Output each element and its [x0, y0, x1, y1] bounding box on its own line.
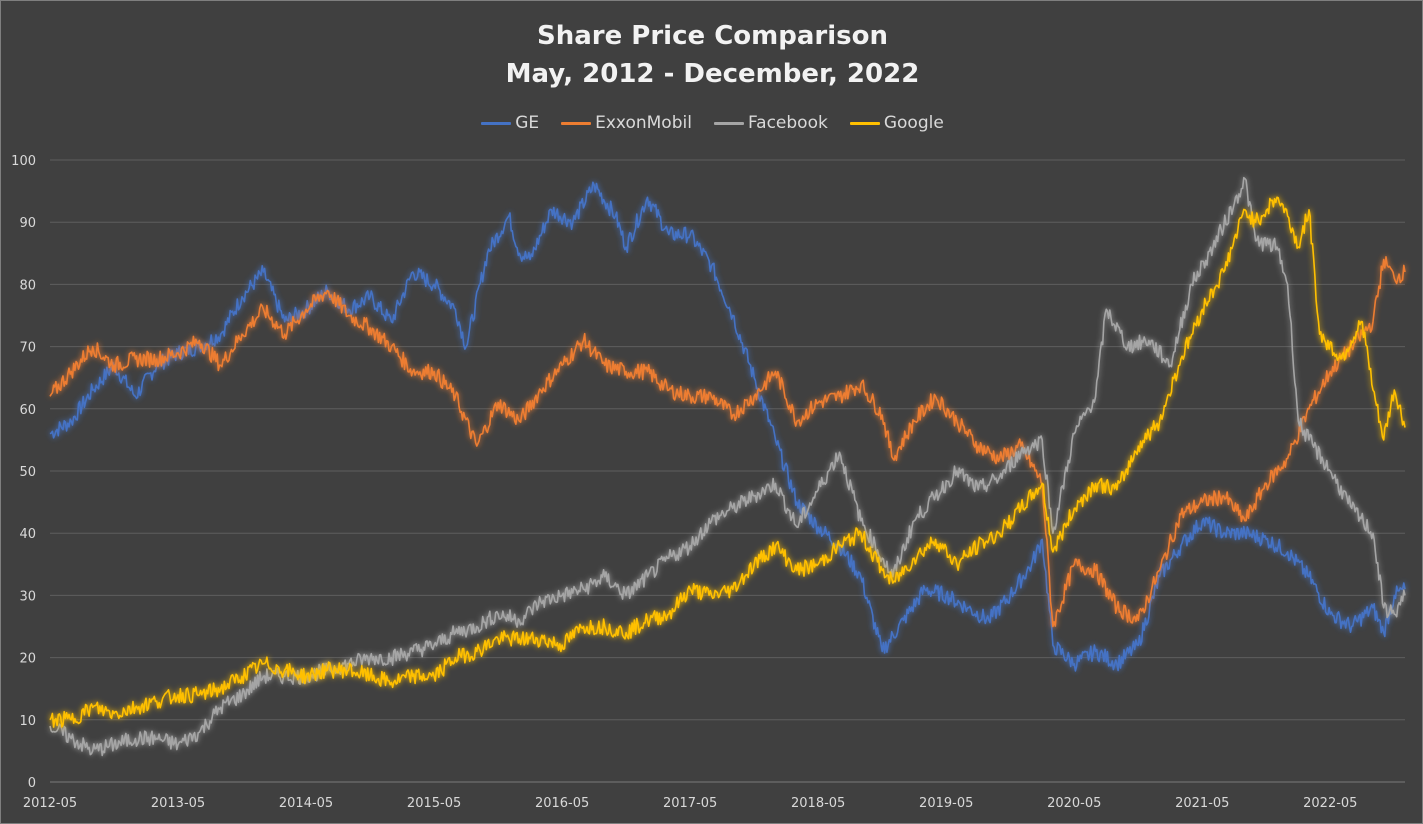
y-tick-label-80: 80 [19, 278, 36, 293]
legend-label-facebook: Facebook [747, 113, 828, 133]
series-line-google [49, 196, 1406, 728]
y-tick-label-50: 50 [19, 465, 36, 480]
x-tick-label-2016-05: 2016-05 [535, 796, 589, 811]
x-axis: 2012-05 2013-05 2014-05 2015-05 2016-05 2017-… [23, 796, 1358, 811]
legend-item-ge: GE [481, 111, 539, 135]
legend-label-ge: GE [515, 113, 540, 133]
legend-item-google: Google [849, 111, 944, 135]
legend-label-google: Google [883, 113, 944, 133]
legend-item-exxonmobil: ExxonMobil [561, 111, 692, 135]
x-tick-label-2018-05: 2018-05 [791, 796, 845, 811]
legend-swatch-ge [481, 121, 512, 125]
legend-item-facebook: Facebook [713, 111, 828, 135]
legend-swatch-facebook [713, 121, 744, 125]
series-lines [49, 176, 1406, 757]
chart-subtitle: May, 2012 - December, 2022 [505, 59, 920, 89]
legend-label-exxonmobil: ExxonMobil [595, 113, 692, 133]
y-tick-label-40: 40 [19, 527, 36, 542]
y-tick-label-100: 100 [11, 154, 36, 169]
legend-swatch-exxonmobil [561, 121, 592, 125]
y-tick-label-20: 20 [19, 652, 36, 667]
legend: GE ExxonMobil Facebook Google [1, 111, 1423, 135]
gridlines [50, 159, 1405, 783]
chart-title: Share Price Comparison [537, 21, 888, 51]
x-tick-label-2020-05: 2020-05 [1047, 796, 1101, 811]
x-tick-label-2013-05: 2013-05 [151, 796, 205, 811]
x-tick-label-2014-05: 2014-05 [279, 796, 333, 811]
y-tick-label-0: 0 [28, 776, 36, 791]
series-line-facebook [49, 176, 1406, 757]
y-axis: 0 10 20 30 40 50 60 70 80 90 100 [11, 154, 36, 791]
chart-title-block: Share Price Comparison May, 2012 - Decem… [1, 17, 1423, 93]
y-tick-label-90: 90 [19, 216, 36, 231]
series-line-ge [49, 181, 1406, 672]
y-tick-label-30: 30 [19, 589, 36, 604]
x-tick-label-2021-05: 2021-05 [1175, 796, 1229, 811]
y-tick-label-70: 70 [19, 341, 36, 356]
x-tick-label-2019-05: 2019-05 [919, 796, 973, 811]
x-tick-label-2015-05: 2015-05 [407, 796, 461, 811]
x-tick-label-2017-05: 2017-05 [663, 796, 717, 811]
legend-swatch-google [849, 121, 880, 125]
x-tick-label-2022-05: 2022-05 [1303, 796, 1357, 811]
y-tick-label-10: 10 [19, 714, 36, 729]
series-line-exxonmobil [49, 256, 1406, 628]
x-tick-label-2012-05: 2012-05 [23, 796, 77, 811]
y-tick-label-60: 60 [19, 403, 36, 418]
